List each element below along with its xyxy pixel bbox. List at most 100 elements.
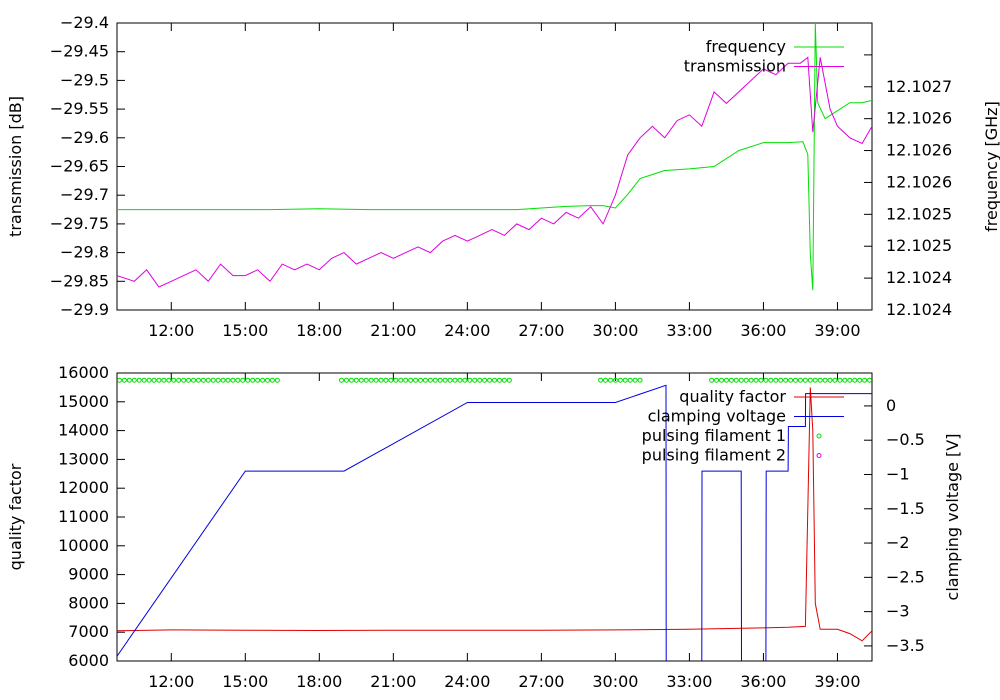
y-tick-label: −29.6: [60, 128, 109, 147]
scatter-point: [363, 377, 369, 383]
scatter-point: [255, 377, 261, 383]
scatter-point: [788, 377, 794, 383]
x-tick-label: 39:00: [814, 672, 860, 691]
scatter-point: [358, 377, 364, 383]
x-tick-label: 30:00: [592, 672, 638, 691]
scatter-point: [632, 377, 638, 383]
scatter-point: [714, 377, 720, 383]
scatter-point: [612, 377, 618, 383]
scatter-point: [763, 377, 769, 383]
series-line: [117, 384, 872, 661]
x-tick-label: 12:00: [148, 672, 194, 691]
legend-label: frequency: [706, 37, 786, 56]
y-tick-label: −29.85: [50, 271, 109, 290]
scatter-point: [205, 377, 211, 383]
scatter-point: [598, 377, 604, 383]
y-tick-label: 15000: [58, 392, 109, 411]
x-tick-label: 18:00: [296, 321, 342, 340]
scatter-point: [195, 377, 201, 383]
y2-tick-label: −1: [886, 464, 910, 483]
y-tick-label: 14000: [58, 421, 109, 440]
y-tick-label: 11000: [58, 507, 109, 526]
scatter-point: [617, 377, 623, 383]
scatter-point: [373, 377, 379, 383]
scatter-point: [837, 377, 843, 383]
scatter-point: [235, 377, 241, 383]
scatter-point: [151, 377, 157, 383]
y2-tick-label: 0: [886, 396, 896, 415]
scatter-point: [437, 377, 443, 383]
y-axis-label: transmission [dB]: [6, 96, 25, 237]
scatter-point: [807, 377, 813, 383]
scatter-point: [462, 377, 468, 383]
scatter-point: [427, 377, 433, 383]
scatter-point: [802, 377, 808, 383]
scatter-point: [260, 377, 266, 383]
legend-label: clamping voltage: [648, 407, 786, 426]
y-tick-label: 6000: [68, 651, 109, 670]
y2-axis-label: clamping voltage [V]: [943, 434, 962, 601]
scatter-point: [245, 377, 251, 383]
y-tick-label: −29.7: [60, 185, 109, 204]
y-tick-label: 12000: [58, 478, 109, 497]
y-tick-label: 10000: [58, 536, 109, 555]
y-tick-label: −29.55: [50, 99, 109, 118]
x-tick-label: 12:00: [148, 321, 194, 340]
scatter-point: [186, 377, 192, 383]
scatter-point: [733, 377, 739, 383]
y-tick-label: 9000: [68, 565, 109, 584]
scatter-point: [161, 377, 167, 383]
scatter-point: [403, 377, 409, 383]
y-tick-label: −29.5: [60, 70, 109, 89]
y2-tick-label: −2: [886, 533, 910, 552]
scatter-point: [447, 377, 453, 383]
scatter-point: [274, 377, 280, 383]
scatter-point: [368, 377, 374, 383]
scatter-point: [492, 377, 497, 383]
scatter-point: [709, 377, 715, 383]
scatter-point: [136, 377, 142, 383]
y-tick-label: 7000: [68, 622, 109, 641]
y-tick-label: −29.45: [50, 42, 109, 61]
scatter-point: [472, 377, 478, 383]
legend-swatch: [816, 433, 822, 439]
x-tick-label: 30:00: [592, 321, 638, 340]
plot-area: [117, 377, 872, 661]
series-line: [117, 56, 872, 288]
scatter-point: [126, 377, 132, 383]
scatter-point: [477, 377, 483, 383]
y-tick-label: −29.9: [60, 300, 109, 319]
scatter-point: [117, 377, 122, 383]
legend-label: pulsing filament 1: [642, 426, 786, 445]
scatter-point: [738, 377, 744, 383]
scatter-point: [348, 377, 354, 383]
scatter-point: [506, 377, 512, 383]
scatter-point: [862, 377, 868, 383]
scatter-point: [748, 377, 754, 383]
scatter-point: [482, 377, 488, 383]
scatter-point: [339, 377, 345, 383]
scatter-point: [758, 377, 764, 383]
scatter-point: [388, 377, 394, 383]
scatter-point: [783, 377, 789, 383]
scatter-point: [408, 377, 414, 383]
y-tick-label: 16000: [58, 363, 109, 382]
plot-area: [117, 23, 872, 291]
scatter-point: [797, 377, 803, 383]
y2-axis-label: frequency [GHz]: [982, 101, 1000, 232]
scatter-point: [501, 377, 507, 383]
scatter-point: [225, 377, 231, 383]
scatter-point: [121, 377, 127, 383]
y-tick-label: −29.4: [60, 13, 109, 32]
scatter-point: [487, 377, 493, 383]
y-tick-label: 8000: [68, 593, 109, 612]
scatter-point: [622, 377, 628, 383]
scatter-point: [852, 377, 858, 383]
scatter-point: [141, 377, 147, 383]
scatter-point: [432, 377, 438, 383]
scatter-point: [743, 377, 749, 383]
x-tick-label: 27:00: [518, 672, 564, 691]
scatter-point: [131, 377, 137, 383]
scatter-point: [181, 377, 187, 383]
